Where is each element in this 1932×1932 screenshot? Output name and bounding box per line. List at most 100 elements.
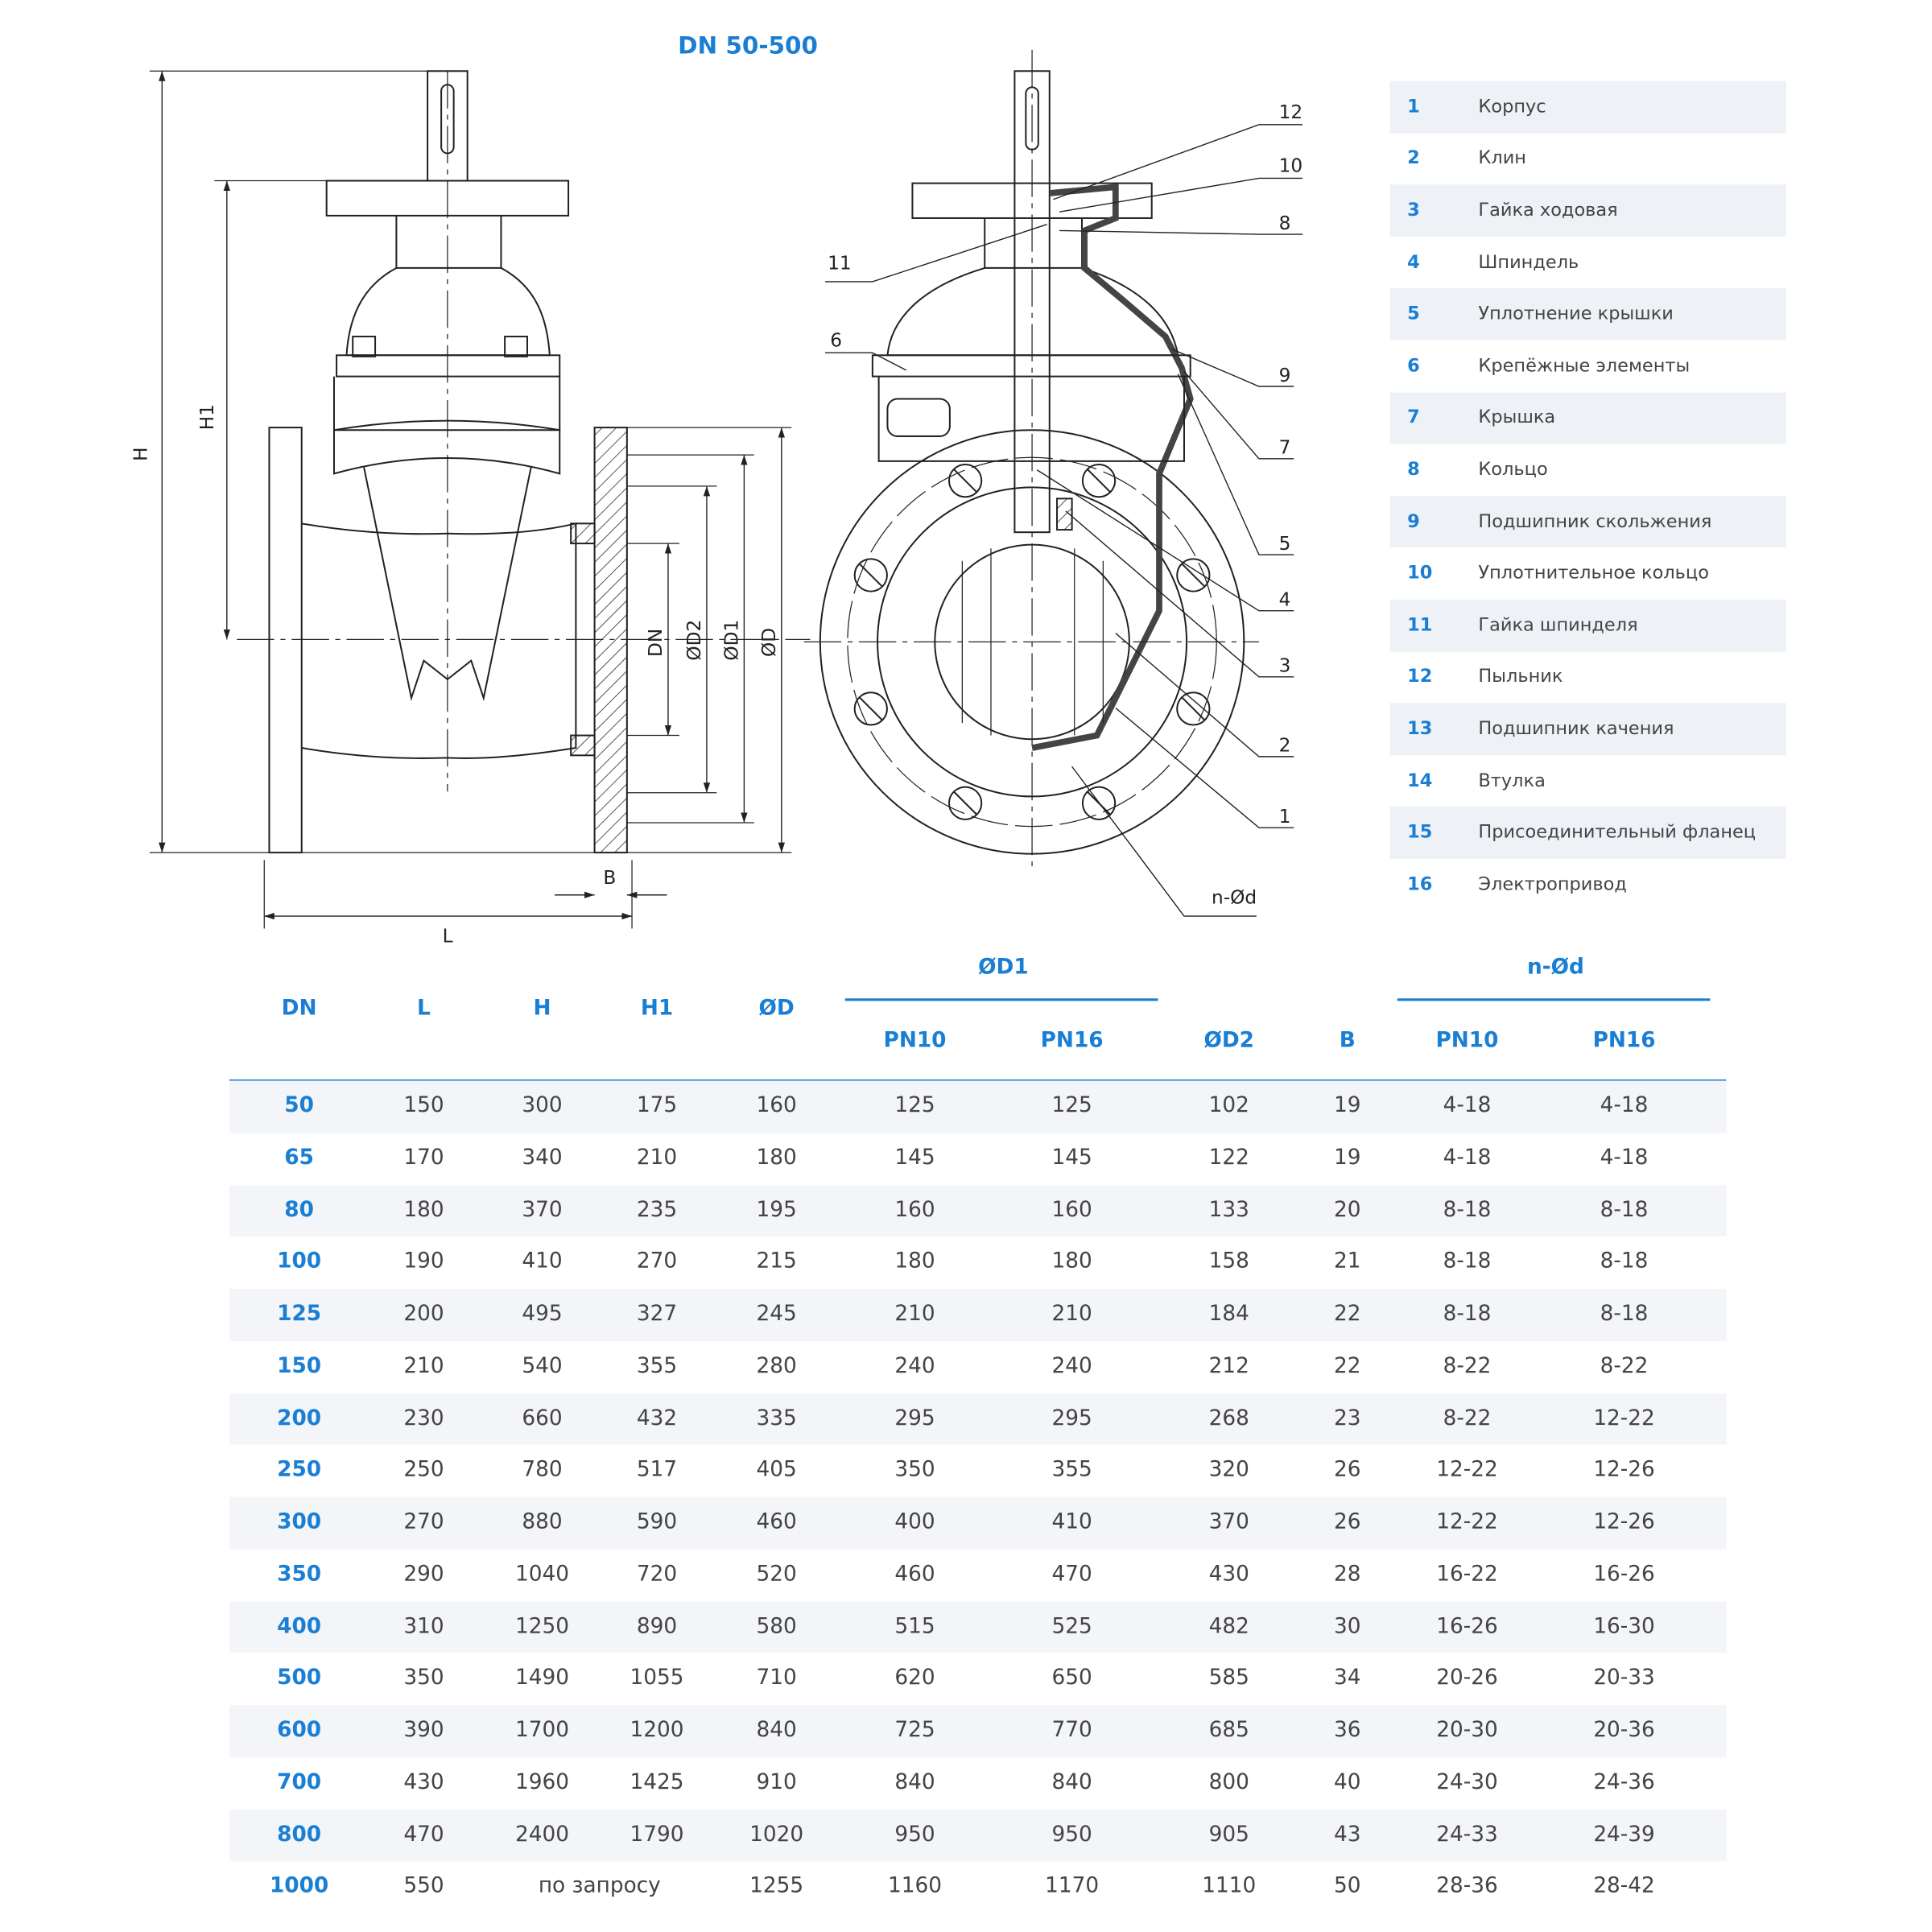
legend-item: 11 Гайка шпинделя bbox=[1389, 599, 1786, 652]
col-header-nd-pn16: PN16 bbox=[1592, 1028, 1656, 1054]
table-cell: 190 bbox=[403, 1249, 444, 1274]
part-callout: 11 bbox=[828, 252, 852, 274]
table-cell: 482 bbox=[1208, 1613, 1249, 1639]
table-cell: 350 bbox=[894, 1457, 935, 1483]
legend-item: 16 Электропривод bbox=[1389, 859, 1785, 910]
table-cell: 26 bbox=[1334, 1509, 1361, 1535]
legend-item-name: Втулка bbox=[1478, 770, 1546, 791]
legend-item-name: Пыльник bbox=[1478, 667, 1563, 687]
table-cell: 840 bbox=[756, 1717, 797, 1743]
table-cell: 175 bbox=[636, 1092, 678, 1118]
table-cell: 495 bbox=[522, 1301, 563, 1327]
table-cell: 8-22 bbox=[1600, 1353, 1649, 1379]
table-cell: 4-18 bbox=[1443, 1092, 1492, 1118]
legend-item: 7 Крышка bbox=[1389, 392, 1786, 444]
legend-item-number: 7 bbox=[1407, 407, 1420, 428]
legend-item: 4 Шпиндель bbox=[1389, 237, 1785, 288]
table-cell: 1425 bbox=[630, 1769, 684, 1795]
table-row: 300 270 880 590 460 400 410 370 26 12-22 12-26 bbox=[229, 1496, 1727, 1550]
table-cell: 1000 bbox=[269, 1873, 329, 1899]
table-cell: 335 bbox=[756, 1405, 797, 1430]
table-cell: 26 bbox=[1334, 1457, 1361, 1483]
table-cell: 28-42 bbox=[1593, 1873, 1655, 1899]
table-cell: 8-18 bbox=[1443, 1301, 1492, 1327]
legend-item-number: 4 bbox=[1407, 252, 1420, 273]
legend-item-number: 10 bbox=[1407, 564, 1433, 584]
table-cell: 1490 bbox=[515, 1666, 570, 1691]
table-cell: 910 bbox=[756, 1769, 797, 1795]
legend-item-name: Клин bbox=[1478, 148, 1526, 169]
legend-item-name: Гайка шпинделя bbox=[1478, 615, 1638, 636]
table-cell: 470 bbox=[403, 1821, 444, 1847]
bolt-hole bbox=[853, 558, 888, 592]
legend-item-name: Электропривод bbox=[1478, 874, 1627, 895]
table-cell: 270 bbox=[636, 1249, 678, 1274]
table-cell: 350 bbox=[403, 1666, 444, 1691]
legend-item: 12 Пыльник bbox=[1389, 651, 1785, 703]
dim-D2: ØD2 bbox=[683, 620, 705, 661]
table-cell: 1040 bbox=[515, 1561, 570, 1587]
legend-item-name: Присоединительный фланец bbox=[1478, 823, 1757, 843]
legend-item: 9 Подшипник скольжения bbox=[1389, 495, 1786, 548]
table-cell: 12-26 bbox=[1593, 1509, 1655, 1535]
dim-B: B bbox=[603, 867, 616, 889]
dim-H: H bbox=[130, 447, 152, 460]
table-cell: 24-30 bbox=[1436, 1769, 1498, 1795]
table-cell: 160 bbox=[756, 1092, 797, 1118]
table-cell: 950 bbox=[1051, 1821, 1092, 1847]
table-cell: 355 bbox=[1051, 1457, 1092, 1483]
legend-item-number: 3 bbox=[1407, 200, 1420, 221]
table-cell: 430 bbox=[403, 1769, 444, 1795]
legend-item-number: 13 bbox=[1407, 719, 1433, 740]
legend-item: 6 Крепёжные элементы bbox=[1389, 341, 1785, 392]
table-cell: 270 bbox=[403, 1509, 444, 1535]
legend-item-number: 5 bbox=[1407, 304, 1420, 324]
table-cell: 660 bbox=[522, 1405, 563, 1430]
table-cell: 1960 bbox=[515, 1769, 570, 1795]
table-cell: 184 bbox=[1208, 1301, 1249, 1327]
table-cell: 250 bbox=[277, 1457, 322, 1483]
legend-item-number: 15 bbox=[1407, 823, 1433, 843]
table-cell: 40 bbox=[1334, 1769, 1361, 1795]
table-row: 200 230 660 432 335 295 295 268 23 8-22 12-22 bbox=[229, 1393, 1727, 1445]
table-cell: 1250 bbox=[515, 1613, 570, 1639]
valve-drawing: H H1 L B DN ØD2 ØD1 ØD bbox=[130, 49, 1303, 947]
part-callout: 5 bbox=[1279, 533, 1291, 555]
legend-item-name: Гайка ходовая bbox=[1478, 200, 1618, 221]
legend-item: 14 Втулка bbox=[1389, 755, 1785, 807]
table-cell: 432 bbox=[636, 1405, 678, 1430]
table-cell: 16-26 bbox=[1593, 1561, 1655, 1587]
table-cell: 1790 bbox=[630, 1821, 684, 1847]
table-cell: 268 bbox=[1208, 1405, 1249, 1430]
legend-item: 3 Гайка ходовая bbox=[1389, 184, 1786, 237]
table-cell: 4-18 bbox=[1600, 1145, 1649, 1170]
table-cell: 950 bbox=[894, 1821, 935, 1847]
table-cell: 310 bbox=[403, 1613, 444, 1639]
table-row: 500 350 1490 1055 710 620 650 585 34 20-26 20-33 bbox=[229, 1653, 1727, 1706]
col-header-d2: ØD2 bbox=[1203, 1028, 1255, 1054]
dim-D: ØD bbox=[758, 628, 780, 657]
table-row: 65 170 340 210 180 145 145 122 19 4-18 4-18 bbox=[229, 1133, 1727, 1185]
table-cell: 20 bbox=[1334, 1197, 1361, 1223]
part-callout: 10 bbox=[1279, 155, 1303, 177]
dim-n-d: n-Ød bbox=[1212, 887, 1257, 909]
parts-legend: 1 Корпус 2 Клин 3 Гайка ходовая 4 Шпиндель 5 Упло… bbox=[1389, 80, 1786, 910]
col-group-nd: n-Ød bbox=[1526, 955, 1584, 980]
bolt-hole bbox=[947, 464, 983, 498]
table-cell: 410 bbox=[522, 1249, 563, 1274]
dim-DN: DN bbox=[645, 629, 667, 657]
table-cell: 1200 bbox=[630, 1717, 684, 1743]
part-callout: 2 bbox=[1279, 735, 1291, 757]
table-cell: 2400 bbox=[515, 1821, 570, 1847]
legend-item-number: 11 bbox=[1407, 615, 1433, 636]
table-cell: 650 bbox=[1051, 1666, 1092, 1691]
legend-item-name: Уплотнение крышки bbox=[1478, 304, 1674, 324]
table-cell: 240 bbox=[1051, 1353, 1092, 1379]
table-cell: 1055 bbox=[630, 1666, 684, 1691]
table-cell: 4-18 bbox=[1600, 1092, 1649, 1118]
legend-item: 1 Корпус bbox=[1389, 80, 1786, 134]
table-cell: 290 bbox=[403, 1561, 444, 1587]
part-callout: 6 bbox=[830, 329, 842, 351]
table-cell: 80 bbox=[284, 1197, 314, 1223]
table-cell: 500 bbox=[277, 1666, 322, 1691]
